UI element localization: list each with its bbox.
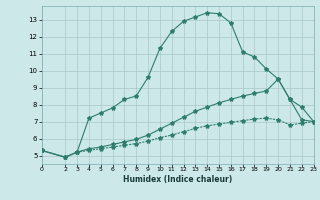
- X-axis label: Humidex (Indice chaleur): Humidex (Indice chaleur): [123, 175, 232, 184]
